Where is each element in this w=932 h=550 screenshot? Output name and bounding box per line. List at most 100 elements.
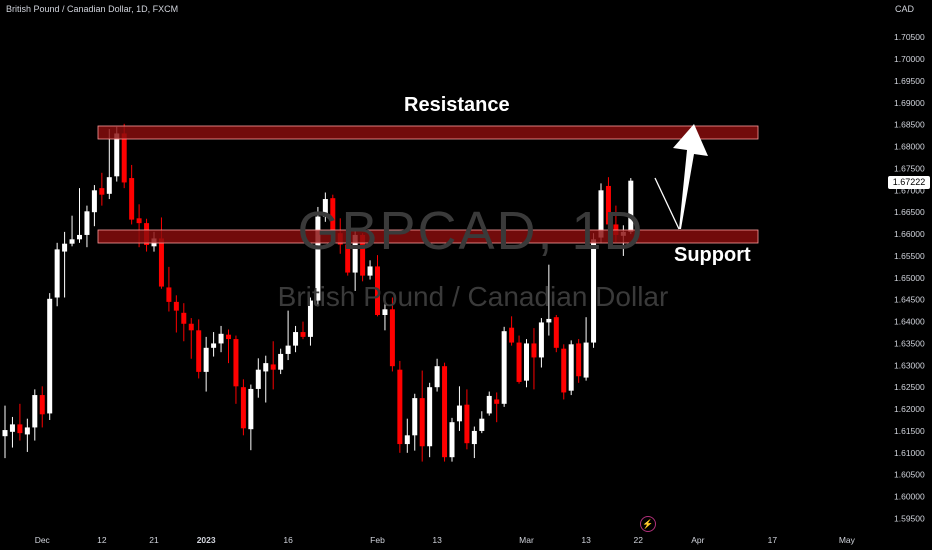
- candle: [576, 339, 582, 383]
- price-tick-label: 1.70500: [894, 32, 925, 42]
- price-tick-label: 1.64000: [894, 317, 925, 327]
- candle-body: [330, 198, 336, 235]
- candle-body: [181, 312, 187, 324]
- candle-body: [69, 239, 75, 244]
- price-tick-label: 1.65500: [894, 251, 925, 261]
- price-tick-label: 1.64500: [894, 295, 925, 305]
- price-tick-label: 1.61500: [894, 426, 925, 436]
- projection-arrow: [654, 124, 708, 230]
- time-tick-label: 16: [283, 535, 293, 545]
- candle-body: [211, 343, 217, 348]
- candle-body: [263, 363, 269, 372]
- candle-body: [471, 430, 477, 445]
- candle: [568, 340, 574, 396]
- candle: [240, 379, 246, 436]
- candle: [39, 386, 45, 428]
- candle-body: [375, 266, 380, 315]
- candle-body: [546, 318, 552, 323]
- candle: [188, 318, 194, 359]
- candle: [389, 297, 395, 372]
- candle: [516, 335, 522, 384]
- candle: [591, 233, 597, 348]
- candle-body: [300, 332, 306, 337]
- price-tick-label: 1.61000: [894, 448, 925, 458]
- candle-body: [121, 133, 127, 183]
- candle: [285, 310, 291, 361]
- candle-body: [77, 234, 82, 240]
- candle-body: [442, 366, 448, 458]
- price-axis: 1.70500 1.70000 1.69500 1.69000 1.68500 1.680…: [894, 32, 925, 523]
- candle-body: [158, 238, 164, 287]
- candle: [367, 260, 373, 280]
- candle-body: [129, 178, 135, 220]
- candle-body: [419, 398, 425, 447]
- time-tick-label: 2023: [197, 535, 216, 545]
- candle-body: [17, 424, 23, 434]
- candle: [226, 329, 231, 364]
- time-tick-label: Dec: [35, 535, 51, 545]
- time-tick-label: 13: [581, 535, 591, 545]
- candle: [494, 392, 500, 423]
- candle: [434, 358, 440, 392]
- candle: [546, 264, 552, 336]
- candle-body: [2, 430, 8, 437]
- candle: [278, 348, 284, 375]
- last-price-tag: 1.67222: [888, 176, 930, 189]
- candle: [9, 416, 15, 448]
- candle: [203, 336, 209, 392]
- candle: [471, 426, 477, 459]
- candle: [218, 325, 224, 353]
- candle: [62, 231, 68, 298]
- candle-body: [404, 435, 410, 445]
- price-tick-label: 1.60500: [894, 470, 925, 480]
- candle: [561, 344, 567, 400]
- candle: [166, 266, 172, 312]
- candle: [375, 255, 380, 317]
- price-tick-label: 1.66500: [894, 207, 925, 217]
- candle: [91, 185, 97, 227]
- candle: [531, 328, 537, 390]
- candle-body: [538, 322, 544, 358]
- price-tick-label: 1.59500: [894, 513, 925, 523]
- candle: [404, 418, 410, 453]
- candle-body: [54, 249, 60, 298]
- resistance-zone: [97, 125, 759, 140]
- candle: [196, 319, 202, 379]
- candle-body: [524, 343, 529, 381]
- candle: [605, 177, 611, 231]
- support-zone: [97, 229, 759, 244]
- candle-body: [531, 343, 537, 358]
- candle-body: [248, 388, 254, 430]
- price-tick-label: 1.70000: [894, 54, 925, 64]
- candle: [307, 297, 313, 346]
- candle: [77, 188, 82, 243]
- candle: [442, 362, 448, 462]
- candle: [32, 389, 38, 441]
- time-tick-label: Mar: [519, 535, 534, 545]
- price-tick-label: 1.68500: [894, 120, 925, 130]
- candle: [300, 321, 306, 340]
- candle-body: [218, 333, 224, 344]
- candle-body: [285, 345, 291, 354]
- candle-body: [449, 422, 455, 458]
- candle-body: [315, 216, 321, 301]
- candle-body: [32, 395, 38, 428]
- candle-body: [576, 343, 582, 377]
- watermark-ticker: GBPCAD, 1D: [297, 201, 645, 261]
- candle: [293, 325, 299, 353]
- lightning-icon[interactable]: ⚡: [640, 516, 656, 532]
- candle-body: [47, 298, 53, 414]
- candle-body: [91, 190, 97, 213]
- time-tick-label: Feb: [370, 535, 385, 545]
- candle: [456, 386, 462, 431]
- candle: [54, 242, 60, 307]
- candle-body: [39, 395, 45, 415]
- candle: [69, 215, 75, 247]
- candle-body: [360, 234, 366, 276]
- candle-body: [568, 344, 574, 391]
- candle-body: [9, 424, 15, 432]
- candle: [524, 339, 529, 388]
- support-label: Support: [674, 244, 751, 266]
- candle: [2, 405, 8, 459]
